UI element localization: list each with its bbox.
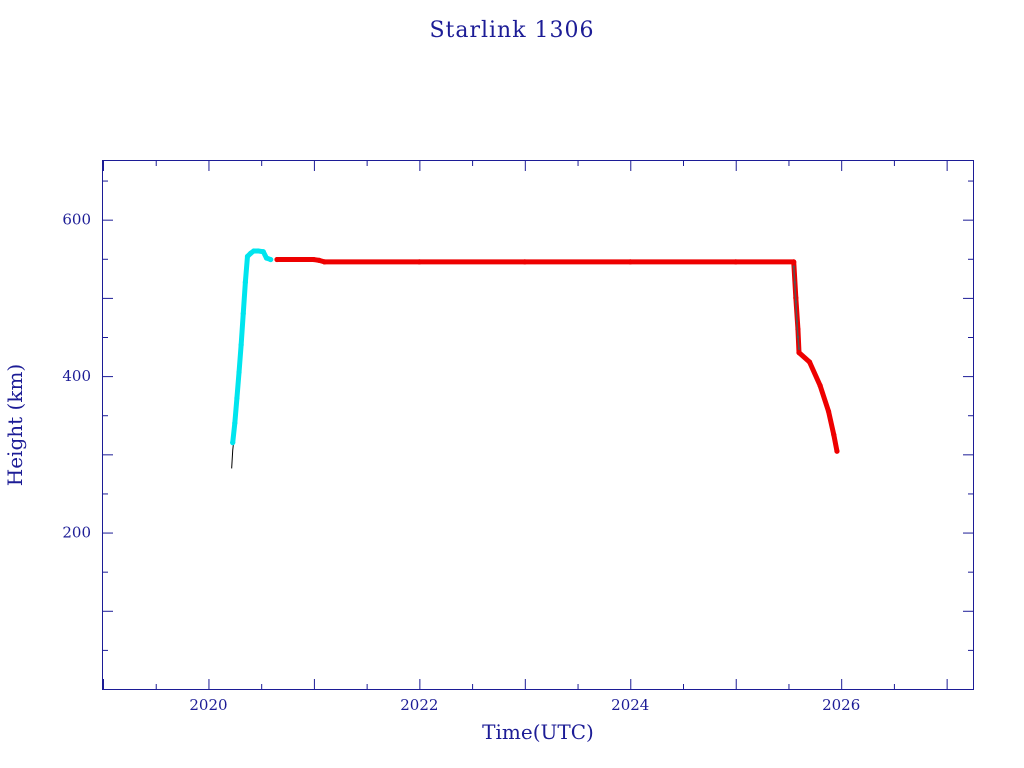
data-point <box>236 369 242 375</box>
y-tick-label: 200 <box>62 524 91 542</box>
series-trace <box>792 265 800 350</box>
data-point <box>806 359 813 365</box>
data-point <box>834 448 840 454</box>
data-point <box>260 249 266 255</box>
data-point <box>817 382 823 389</box>
data-point <box>825 408 832 414</box>
axis-ticks <box>103 161 973 689</box>
data-point <box>627 259 633 265</box>
data-point <box>797 347 801 350</box>
x-tick-label: 2022 <box>400 696 438 714</box>
data-point <box>263 255 270 261</box>
data-point <box>796 350 802 356</box>
data-point <box>255 248 261 254</box>
x-axis-label: Time(UTC) <box>482 720 594 744</box>
data-point <box>244 253 251 260</box>
data-point <box>238 342 244 348</box>
data-point <box>321 259 328 265</box>
data-point <box>242 279 248 285</box>
data-point <box>792 265 795 268</box>
data-point <box>831 432 837 438</box>
series-trace <box>274 257 840 454</box>
data-point <box>793 281 796 284</box>
data-point <box>733 259 739 265</box>
data-point <box>316 257 322 263</box>
series-2 <box>274 256 840 454</box>
plot-frame <box>102 160 974 690</box>
data-point <box>794 300 798 303</box>
data-point <box>795 320 799 323</box>
series-1 <box>230 248 274 446</box>
data-point <box>240 310 246 317</box>
axis-tick-labels: 2020 2022 2024 2026 200 400 600 <box>62 211 860 714</box>
y-tick-label: 400 <box>62 367 91 385</box>
y-tick-label: 600 <box>62 211 91 229</box>
data-point <box>274 256 280 263</box>
chart-title: Starlink 1306 <box>429 18 594 43</box>
data-point <box>268 256 274 263</box>
x-tick-label: 2024 <box>611 696 649 714</box>
data-point <box>311 256 317 263</box>
x-tick-label: 2020 <box>189 696 227 714</box>
y-axis-label: Height (km) <box>3 364 27 486</box>
data-point <box>796 335 800 339</box>
x-tick-label: 2026 <box>822 696 860 714</box>
data-point <box>234 395 240 401</box>
data-point <box>416 259 422 265</box>
data-point <box>251 248 257 254</box>
data-point <box>522 259 528 265</box>
data-point <box>230 440 236 446</box>
data-point <box>791 259 797 265</box>
series-3 <box>792 265 801 350</box>
series-layer <box>230 248 840 469</box>
data-point <box>232 420 238 426</box>
series-trace <box>230 248 274 446</box>
